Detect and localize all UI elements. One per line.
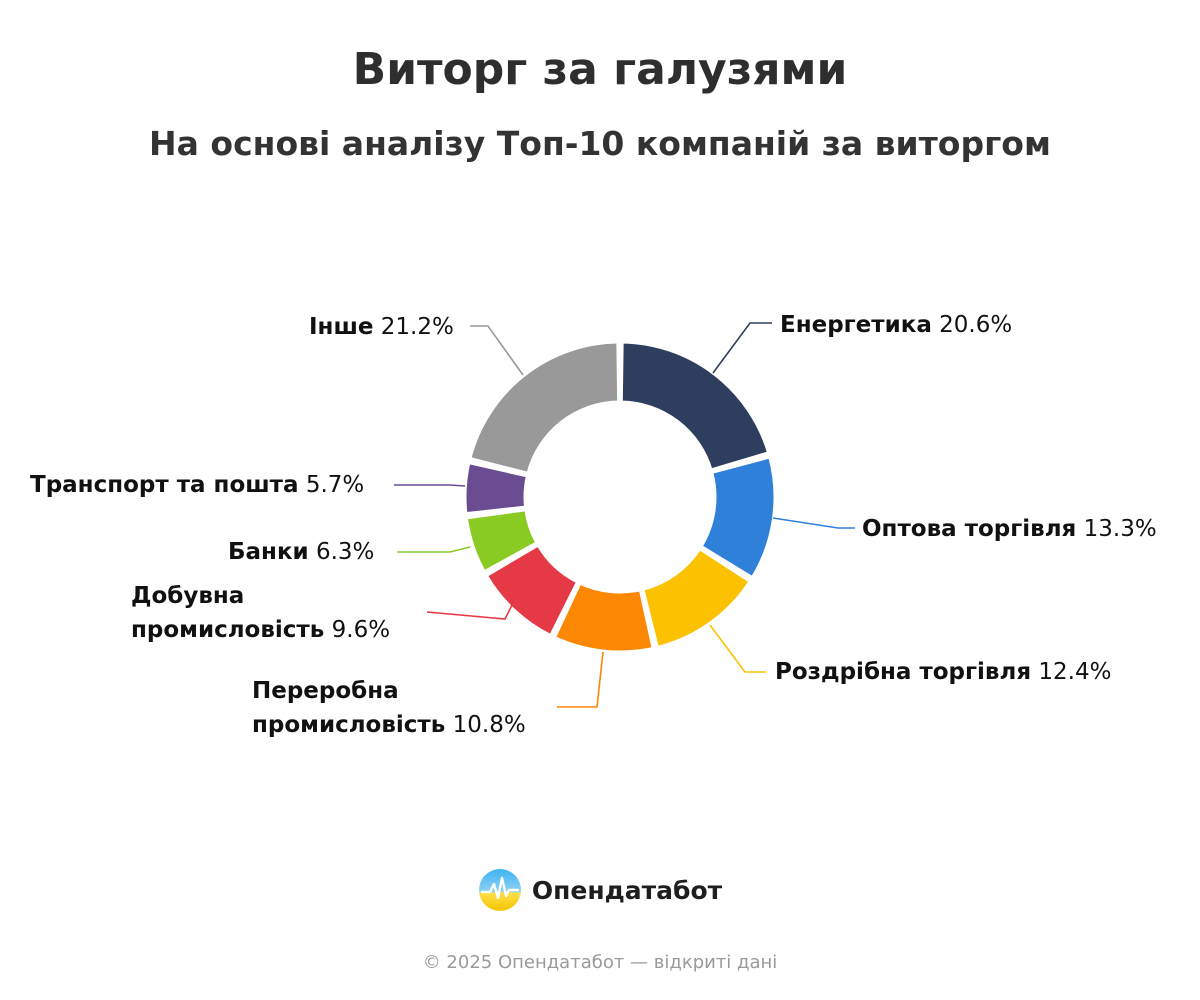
footer-copyright: © 2025 Опендатабот — відкриті дані	[422, 952, 778, 973]
donut-slice-5	[484, 543, 580, 638]
slice-label-7: Транспорт та пошта 5.7%	[30, 472, 364, 498]
donut-slice-2	[699, 455, 777, 580]
brand: Опендатабот	[0, 868, 1200, 912]
brand-name: Опендатабот	[531, 875, 723, 905]
leader-line-7	[394, 484, 466, 487]
leader-line-3	[709, 624, 766, 673]
slice-label-2: Оптова торгівля 13.3%	[862, 516, 1157, 542]
donut-slice-3	[641, 547, 752, 649]
chart-title: Виторг за галузями	[352, 44, 848, 95]
slice-label-1: Енергетика 20.6%	[780, 312, 1012, 338]
slice-label-4: Переробна промисловість 10.8%	[252, 678, 526, 738]
slice-label-8: Інше 21.2%	[309, 314, 454, 340]
donut-slice-6	[464, 508, 539, 574]
slice-label-6: Банки 6.3%	[228, 539, 374, 565]
leader-line-1	[712, 322, 772, 374]
slice-label-3: Роздрібна торгівля 12.4%	[775, 659, 1111, 685]
opendatabot-logo-icon	[478, 869, 521, 911]
donut-slice-8	[468, 340, 621, 475]
leader-line-2	[772, 517, 855, 529]
leader-line-4	[557, 651, 604, 708]
donut-slice-1	[619, 340, 771, 472]
leader-line-6	[397, 546, 471, 553]
donut-slice-4	[553, 581, 655, 654]
chart-subtitle: На основі аналізу Топ-10 компаній за вит…	[149, 124, 1051, 163]
leader-line-5	[426, 604, 513, 620]
donut-slice-7	[463, 461, 529, 516]
leader-line-8	[470, 325, 524, 376]
slice-label-5: Добувна промисловість 9.6%	[131, 583, 390, 643]
